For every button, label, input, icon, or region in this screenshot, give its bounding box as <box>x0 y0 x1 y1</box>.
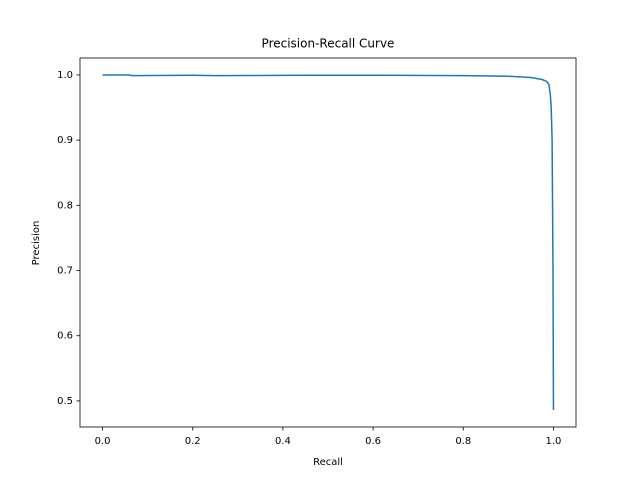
y-tick-label: 0.6 <box>57 331 73 342</box>
y-tick-label: 1.0 <box>57 70 73 81</box>
x-tick-label: 0.6 <box>365 436 381 447</box>
curve <box>102 74 555 411</box>
x-tick-label: 0.0 <box>95 436 111 447</box>
x-tick-label: 0.2 <box>185 436 201 447</box>
axes-frame <box>79 57 577 428</box>
x-tick-label: 0.4 <box>275 436 291 447</box>
y-axis-label: Precision <box>31 221 42 266</box>
x-axis-label: Recall <box>313 457 343 468</box>
chart-title: Precision-Recall Curve <box>262 37 395 51</box>
y-tick-label: 0.5 <box>57 396 73 407</box>
y-tick-label: 0.7 <box>57 266 73 277</box>
y-tick-label: 0.8 <box>57 200 73 211</box>
x-tick-label: 0.8 <box>455 436 471 447</box>
y-tick-label: 0.9 <box>57 135 73 146</box>
x-tick-label: 1.0 <box>546 436 562 447</box>
